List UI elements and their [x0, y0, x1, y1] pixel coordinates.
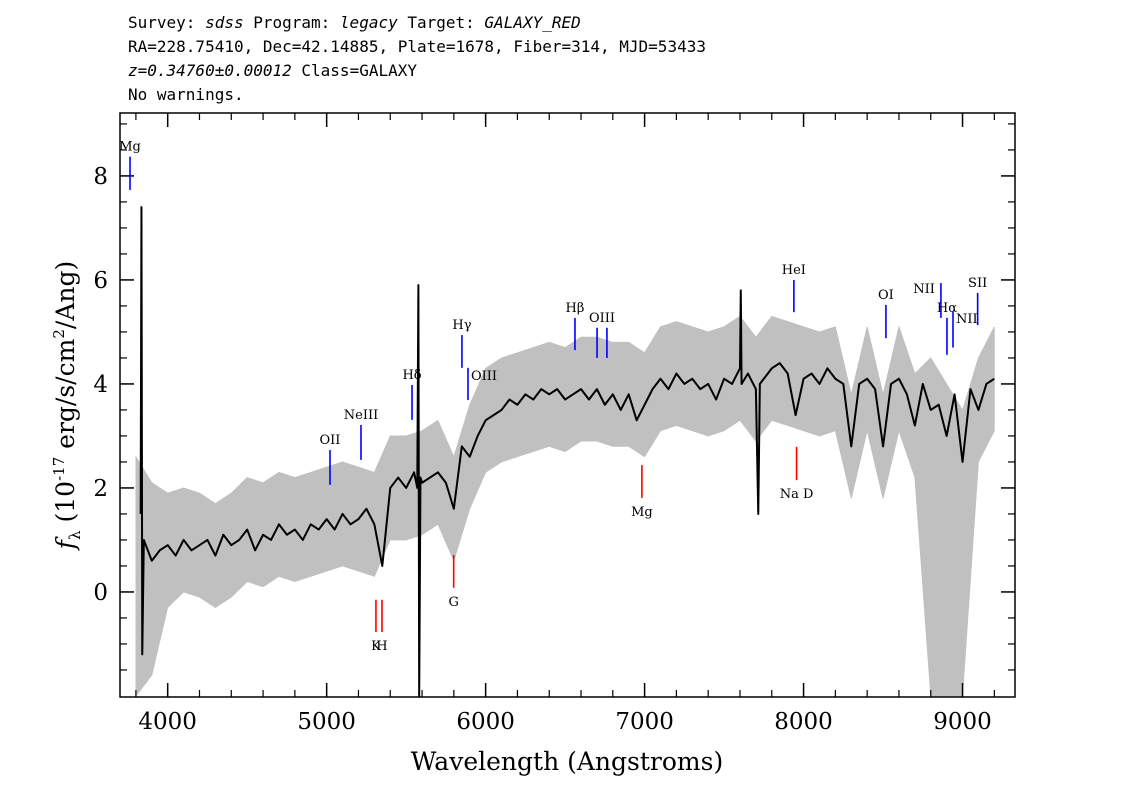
- line-label: K: [371, 639, 381, 654]
- line-label: Hα: [937, 301, 957, 316]
- y-tick-label: 2: [93, 476, 108, 502]
- header-text: Program:: [244, 13, 340, 32]
- line-label: G: [448, 595, 458, 610]
- line-label: OIII: [471, 369, 497, 384]
- x-tick-label: 6000: [456, 709, 515, 735]
- header-text: RA=228.75410, Dec=42.14885, Plate=1678, …: [128, 37, 706, 56]
- line-label: NII: [913, 282, 935, 297]
- y-axis-label: fλ (10-17 erg/s/cm2/Ang): [50, 261, 84, 551]
- y-tick-label: 0: [93, 580, 108, 606]
- header-text: Class=GALAXY: [292, 61, 418, 80]
- x-axis-label: Wavelength (Angstroms): [411, 747, 723, 776]
- header-text: sdss: [205, 13, 244, 32]
- y-axis-label-part: f: [51, 536, 80, 551]
- plot-area: [135, 206, 995, 697]
- flux-band: [135, 315, 995, 697]
- line-label: OIII: [589, 311, 615, 326]
- header-text: GALAXY_RED: [484, 13, 580, 32]
- y-axis-label-part: λ: [66, 530, 84, 540]
- header-line: No warnings.: [128, 85, 244, 104]
- header-text: Survey:: [128, 13, 205, 32]
- line-label: HeI: [782, 263, 806, 278]
- header-text: Target:: [398, 13, 485, 32]
- line-label: Hδ: [402, 368, 421, 383]
- line-label: SII: [968, 276, 987, 291]
- line-label: H: [376, 639, 387, 654]
- x-tick-label: 9000: [933, 709, 992, 735]
- y-tick-label: 8: [93, 164, 108, 190]
- header-line: z=0.34760±0.00012 Class=GALAXY: [128, 61, 417, 80]
- x-tick-label: 5000: [297, 709, 356, 735]
- header-text: No warnings.: [128, 85, 244, 104]
- header-line: RA=228.75410, Dec=42.14885, Plate=1678, …: [128, 37, 706, 56]
- y-axis-label-part: /Ang): [51, 261, 80, 329]
- y-tick-label: 4: [93, 372, 108, 398]
- line-label: OII: [320, 433, 341, 448]
- header-line: Survey: sdss Program: legacy Target: GAL…: [128, 13, 581, 32]
- line-label: NII: [956, 312, 978, 327]
- line-label: Na D: [780, 487, 814, 502]
- x-tick-label: 7000: [615, 709, 674, 735]
- spectrum-line: [139, 206, 995, 697]
- x-tick-label: 4000: [138, 709, 197, 735]
- header-text: legacy: [340, 13, 398, 32]
- line-label: OI: [878, 288, 894, 303]
- y-axis-label-part: (10: [51, 481, 80, 531]
- line-label: NeIII: [344, 408, 378, 423]
- line-label: Hβ: [566, 301, 585, 316]
- line-label: Mg: [119, 140, 141, 155]
- header-text: z=0.34760±0.00012: [128, 61, 292, 80]
- x-tick-label: 8000: [774, 709, 833, 735]
- y-axis-label-part: erg/s/cm: [51, 338, 80, 456]
- y-axis-label-part: 2: [50, 329, 68, 339]
- y-tick-label: 6: [93, 268, 108, 294]
- line-label: Hγ: [452, 318, 471, 333]
- y-axis-label-part: -17: [50, 457, 68, 481]
- plot-frame: [119, 112, 1016, 698]
- line-label: Mg: [631, 505, 653, 520]
